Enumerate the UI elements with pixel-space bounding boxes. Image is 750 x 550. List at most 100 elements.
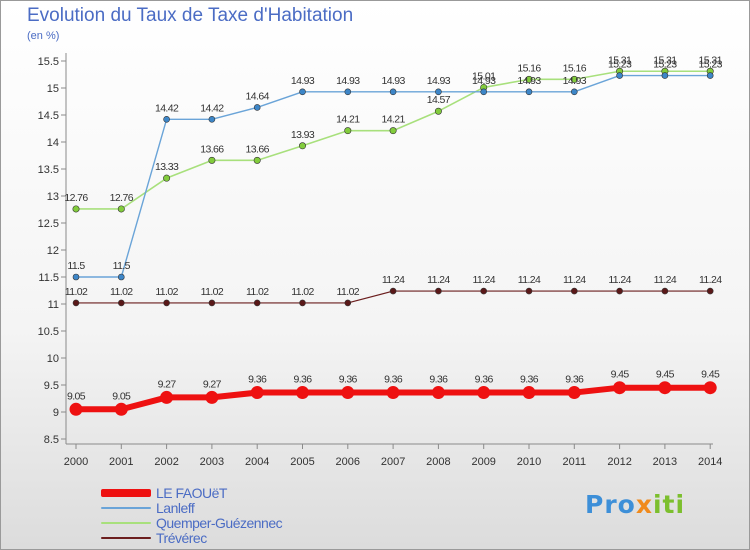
chart-title: Evolution du Taux de Taxe d'Habitation [27,5,354,26]
x-tick-label: 2009 [471,456,495,468]
data-point-quemper-guezennec [298,142,306,150]
data-label-lanleff: 14.93 [381,75,405,87]
data-label-treverec: 11.24 [472,274,495,286]
data-label-lanleff: 14.42 [200,102,224,114]
data-label-treverec: 11.24 [427,274,450,286]
logo-part-3: iti [652,490,686,519]
data-point-le-faouet [658,381,672,395]
data-point-lanleff [616,72,623,79]
data-point-le-faouet [341,386,355,400]
data-point-le-faouet [522,386,536,400]
data-point-le-faouet [296,386,309,400]
data-point-treverec [208,299,216,307]
data-label-le-faouet: 9.27 [203,378,222,390]
y-tick-label: 9 [53,407,59,419]
data-point-treverec [570,287,578,295]
x-tick-label: 2011 [562,456,586,468]
x-tick-label: 2001 [109,456,133,468]
legend-label-lanleff: Lanleff [156,500,195,516]
data-point-lanleff [344,88,352,96]
data-point-treverec [72,299,80,307]
data-label-le-faouet: 9.05 [67,390,86,402]
data-label-lanleff: 14.64 [246,90,270,102]
data-label-le-faouet: 9.36 [429,374,448,386]
data-point-le-faouet [69,402,83,416]
data-label-treverec: 11.24 [608,274,631,286]
data-label-quemper-guezennec: 12.76 [110,192,134,204]
data-label-quemper-guezennec: 15.01 [472,70,496,82]
x-tick-label: 2014 [698,456,722,468]
data-label-le-faouet: 9.45 [701,369,720,381]
y-tick-label: 12.5 [38,218,59,230]
data-label-le-faouet: 9.45 [656,369,675,381]
data-point-le-faouet [386,386,400,400]
data-point-quemper-guezennec [117,205,125,213]
data-point-treverec [253,299,261,307]
data-label-lanleff: 14.93 [427,75,451,87]
data-point-lanleff [525,88,533,96]
data-point-quemper-guezennec [525,75,533,83]
x-tick-label: 2002 [154,456,178,468]
y-tick-label: 9.5 [44,380,59,392]
chart-subtitle: (en %) [27,30,60,42]
x-tick-label: 2010 [517,456,541,468]
y-tick-label: 15.5 [38,56,59,68]
data-label-quemper-guezennec: 14.57 [427,94,451,106]
data-point-le-faouet [703,381,717,395]
data-label-le-faouet: 9.36 [293,374,312,386]
data-label-quemper-guezennec: 13.33 [155,161,179,173]
data-point-treverec [299,299,306,307]
data-point-treverec [616,287,623,295]
legend-item-treverec: Trévérec [101,530,401,546]
legend-item-lanleff: Lanleff [101,500,401,516]
data-label-lanleff: 11.5 [67,260,85,272]
data-point-quemper-guezennec [253,156,261,164]
data-label-treverec: 11.02 [110,286,133,298]
data-label-quemper-guezennec: 13.66 [246,143,270,155]
x-tick-label: 2004 [245,456,269,468]
data-point-lanleff [299,88,306,96]
plot-area: 8.5 9 9.5 10 10.5 11 11.5 12 12.5 13 13.5 14 14.5 15 1… [38,53,723,468]
y-tick-label: 11 [48,299,59,311]
data-point-le-faouet [477,386,491,400]
data-label-le-faouet: 9.36 [384,374,403,386]
data-label-le-faouet: 9.27 [158,378,177,390]
data-label-le-faouet: 9.36 [248,374,267,386]
data-point-treverec [118,299,125,307]
data-point-quemper-guezennec [72,205,80,213]
data-label-treverec: 11.02 [337,286,360,298]
data-label-quemper-guezennec: 15.31 [699,54,723,66]
x-tick-label: 2013 [653,456,677,468]
data-label-lanleff: 14.93 [563,75,587,87]
y-tick-label: 10.5 [38,326,59,338]
legend: LE FAOUëT Lanleff Quemper-Guézennec Trévére… [101,485,401,546]
data-point-lanleff [163,116,170,123]
data-point-le-faouet [205,390,219,404]
data-point-le-faouet [250,386,264,400]
data-label-le-faouet: 9.45 [611,369,630,381]
x-tick-label: 2000 [64,456,88,468]
x-tick-label: 2007 [381,456,405,468]
legend-label-treverec: Trévérec [156,530,207,546]
data-point-treverec [389,287,397,295]
legend-label-le-faouet: LE FAOUëT [156,485,227,501]
data-point-quemper-guezennec [344,127,352,135]
data-point-quemper-guezennec [389,127,397,135]
data-point-treverec [435,287,442,295]
data-point-lanleff [118,273,125,281]
data-label-quemper-guezennec: 15.16 [517,62,541,74]
data-label-le-faouet: 9.36 [475,374,494,386]
data-point-lanleff [435,88,442,96]
data-point-le-faouet [160,390,174,404]
data-point-treverec [661,287,669,295]
data-label-lanleff: 14.93 [291,75,315,87]
legend-swatch-quemper-guezennec [101,522,151,524]
data-label-treverec: 11.24 [518,274,541,286]
data-point-lanleff [208,116,216,123]
data-point-treverec [706,287,714,295]
x-tick-label: 2003 [200,456,224,468]
data-label-lanleff: 14.93 [472,75,496,87]
data-label-le-faouet: 9.36 [565,374,584,386]
data-point-treverec [480,287,488,295]
